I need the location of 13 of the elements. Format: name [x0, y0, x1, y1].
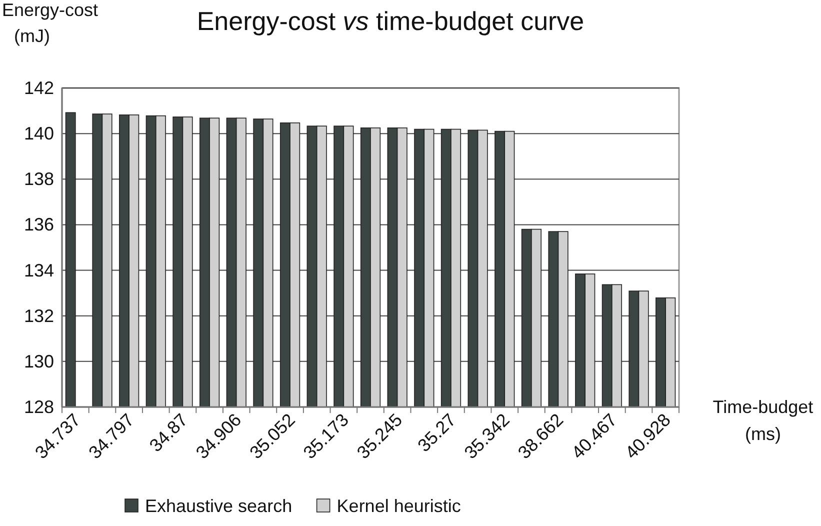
legend-label: Kernel heuristic: [336, 496, 461, 516]
y-axis-title: Energy-cost (mJ): [2, 0, 98, 46]
y-tick-label: 142: [24, 78, 54, 98]
y-tick-label: 140: [24, 124, 54, 144]
legend-label: Exhaustive search: [145, 496, 292, 516]
y-tick-label: 134: [24, 260, 54, 280]
y-tick-label: 128: [24, 397, 54, 417]
y-tick-label: 130: [24, 351, 54, 372]
y-tick-label: 132: [24, 306, 54, 326]
x-axis-title: Time-budget (ms): [712, 397, 814, 444]
y-tick-label: 138: [24, 169, 54, 190]
chart-title: Energy-cost vs time-budget curve: [196, 6, 584, 36]
y-tick-label: 136: [24, 214, 54, 235]
